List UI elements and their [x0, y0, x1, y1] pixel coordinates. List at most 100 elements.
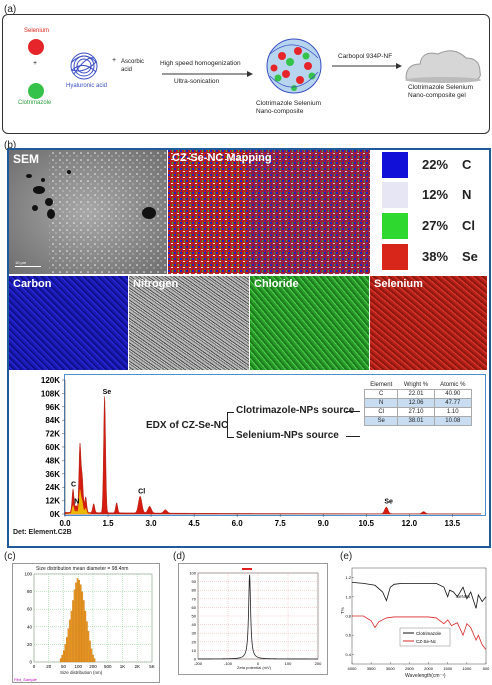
panel-a-scheme [28, 38, 481, 99]
ftir-x-tick-label: 2000 [424, 666, 434, 671]
zeta-y-tick-label: 30 [192, 631, 197, 636]
size-bar [69, 619, 71, 663]
panel-c-xlabel: Size distribution (nm) [60, 670, 103, 675]
legend-el-se: Se [462, 249, 478, 264]
panel-c-label: (c) [4, 551, 16, 562]
zeta-x-tick-label: 100 [285, 661, 292, 666]
zeta-x-tick-label: 0 [257, 661, 260, 666]
size-bar [90, 648, 93, 663]
hyaluronic-coil-icon [70, 52, 98, 80]
carbon-map-label: Carbon [13, 278, 52, 290]
size-bar [79, 584, 82, 663]
legend-el-c: C [462, 157, 472, 172]
edx-y-tick-label: 96K [45, 403, 60, 412]
size-bar [72, 600, 74, 663]
ascorbic-plus: + [112, 57, 117, 64]
panel-d-label: (d) [173, 551, 186, 562]
nanocomposite-icon [266, 38, 322, 94]
ftir-x-tick-label: 3500 [367, 666, 377, 671]
edx-x-tick-label: 9.0 [318, 519, 330, 528]
size-bar [93, 658, 96, 663]
size-x-tick-label: 5K [149, 664, 155, 669]
edx-th-weight: Wright % [403, 382, 429, 388]
zeta-y-tick-label: 40 [192, 622, 197, 627]
carbon-map: Carbon [9, 276, 128, 370]
edx-y-tick-label: 48K [45, 456, 60, 465]
edx-y-tick-label: 12K [45, 497, 60, 506]
zeta-x-tick-label: -100 [224, 661, 233, 666]
size-bar [78, 580, 80, 663]
edx-x-tick-label: 7.5 [275, 519, 287, 528]
step1-bottom: Ultra-sonication [174, 78, 220, 85]
edx-peak-label: Se [384, 498, 393, 505]
size-bar [75, 582, 77, 663]
edx-cell: 47.77 [433, 398, 473, 408]
clotrimazole-sphere-icon [28, 83, 44, 99]
legend-pct-n: 12% [422, 187, 449, 202]
edx-y-tick-label: 84K [45, 416, 60, 425]
svg-text:CZ-Se-Nc: CZ-Se-Nc [416, 639, 437, 644]
ftir-y-tick-label: 0.4 [345, 652, 351, 657]
edx-y-tick-label: 60K [45, 443, 60, 452]
edx-cell: C [363, 389, 399, 399]
edx-cell: 1.10 [433, 407, 473, 417]
plus-sign: + [33, 60, 38, 67]
legend-row-n: 12% N [382, 182, 488, 208]
ftir-y-tick-label: 1.2 [345, 575, 351, 580]
edx-cell: Se [363, 416, 399, 426]
size-bar [62, 650, 65, 663]
size-x-tick-label: 500 [104, 664, 112, 669]
legend-row-cl: 27% Cl [382, 213, 488, 239]
size-bar [73, 589, 76, 663]
zeta-y-tick-label: 50 [192, 614, 197, 619]
zeta-y-tick-label: 60 [192, 605, 197, 610]
zeta-y-tick-label: 20 [192, 639, 197, 644]
size-y-tick-label: 20 [27, 642, 33, 647]
ftir-x-tick-label: 500 [483, 666, 490, 671]
size-bar [86, 621, 88, 663]
size-bar [67, 628, 70, 663]
edx-bracket [227, 412, 234, 438]
size-x-tick-label: 20 [46, 664, 52, 669]
mapping-legend: 22% C 12% N 27% Cl 38% Se [376, 150, 486, 274]
size-x-tick-label: 50 [61, 664, 67, 669]
panel-e-xlabel: Wavelength(cm⁻¹) [405, 673, 446, 679]
clotrimazole-label: Clotrimazole [18, 100, 52, 106]
mapping-label: CZ-Se-NC Mapping [172, 152, 272, 164]
size-y-tick-label: 40 [27, 624, 33, 629]
gel-icon [405, 50, 481, 81]
size-bar [84, 610, 87, 663]
ftir-y-tick-label: 1.0 [345, 594, 351, 599]
edx-th-element: Element [370, 382, 393, 388]
edx-y-tick-label: 36K [45, 470, 60, 479]
ftir-x-tick-label: 4000 [348, 666, 358, 671]
svg-text:T%: T% [340, 607, 345, 614]
size-x-tick-label: 0 [33, 664, 36, 669]
ftir-series-cz-se-nc [352, 615, 487, 650]
edx-x-tick-label: 12.0 [401, 519, 417, 528]
zeta-potential-chart: 0 10 20 30 40 50 60 70 80 90 100 -200 -100 0 100 200 [189, 568, 322, 666]
svg-text:SeNPs: SeNPs [456, 594, 471, 599]
edx-y-tick-label: 0K [50, 510, 60, 519]
edx-peak-label: Cl [138, 488, 145, 495]
edx-cell: 27.10 [397, 407, 435, 417]
edx-footer: Det: Element.C2B [13, 529, 72, 536]
size-x-tick-label: 100 [74, 664, 82, 669]
edx-cell: Cl [363, 407, 399, 417]
zeta-curve [198, 574, 318, 660]
edx-table-header: Element Wright % Atomic % [365, 381, 472, 390]
edx-connector-2 [346, 436, 360, 437]
edx-peak-label: N [74, 498, 79, 505]
legend-swatch-cl [382, 213, 408, 239]
edx-cell: 38.01 [397, 416, 435, 426]
zeta-y-tick-label: 70 [192, 596, 197, 601]
size-bar [82, 600, 85, 663]
size-bar [64, 644, 67, 663]
table-row: Se 38.01 10.08 [363, 416, 473, 426]
sem-label: SEM [13, 152, 40, 166]
legend-pct-c: 22% [422, 157, 449, 172]
mapping-texture [168, 150, 370, 274]
size-bar [61, 654, 64, 663]
legend-row-se: 38% Se [382, 244, 488, 270]
sem-texture [9, 150, 167, 274]
